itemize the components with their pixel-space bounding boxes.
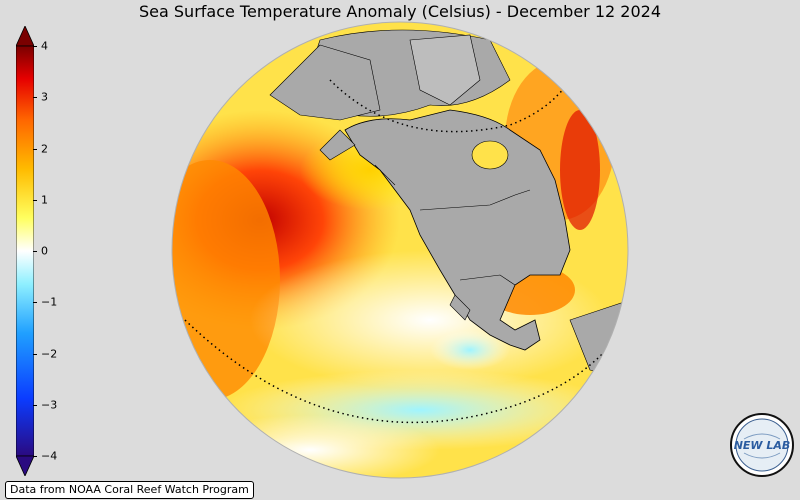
colorbar-tick-mark: [33, 456, 37, 457]
new-lab-logo: NEW LAB: [730, 413, 794, 477]
colorbar-tick-mark: [33, 148, 37, 150]
colorbar-tick-mark: [33, 404, 37, 406]
hudson-bay: [471, 140, 509, 170]
baja-california: [449, 294, 471, 321]
colorbar-min-arrow: [15, 455, 35, 477]
colorbar-tick-label: −3: [41, 398, 58, 412]
colorbar-tick-label: −4: [41, 449, 58, 463]
colorbar-tick-mark: [33, 199, 37, 201]
svg-text:NEW LAB: NEW LAB: [734, 439, 791, 452]
colorbar-tick-mark: [33, 97, 37, 99]
data-credit: Data from NOAA Coral Reef Watch Program: [5, 481, 254, 499]
us-mexico-border: [459, 274, 516, 286]
colorbar-tick-label: −2: [41, 347, 58, 360]
alaska-peninsula: [319, 129, 356, 161]
map-title: Sea Surface Temperature Anomaly (Celsius…: [139, 2, 661, 21]
colorbar-graphic: [15, 25, 35, 477]
us-canada-border: [419, 189, 531, 211]
colorbar-gradient: [15, 45, 35, 457]
colorbar-max-arrow: [15, 25, 35, 47]
colorbar-tick-label: 1: [41, 193, 48, 207]
colorbar: [15, 25, 35, 477]
arctic-circle-line: [329, 79, 571, 133]
globe-outline: [171, 21, 629, 479]
colorbar-tick-mark: [33, 353, 37, 355]
colorbar-tick-mark: [33, 46, 37, 47]
colorbar-tick-label: 4: [41, 39, 48, 53]
globe-map: [171, 21, 629, 479]
colorbar-tick-label: 3: [41, 90, 48, 104]
colorbar-tick-label: 2: [41, 142, 48, 155]
alaska-canada-border: [374, 164, 396, 186]
colorbar-tick-label: −1: [41, 295, 58, 309]
siberia-land: [269, 44, 381, 121]
colorbar-tick-mark: [33, 251, 37, 252]
equator-line: [184, 319, 616, 424]
greenland: [409, 34, 481, 106]
colorbar-tick-mark: [33, 302, 37, 304]
colorbar-tick-label: 0: [41, 244, 48, 258]
